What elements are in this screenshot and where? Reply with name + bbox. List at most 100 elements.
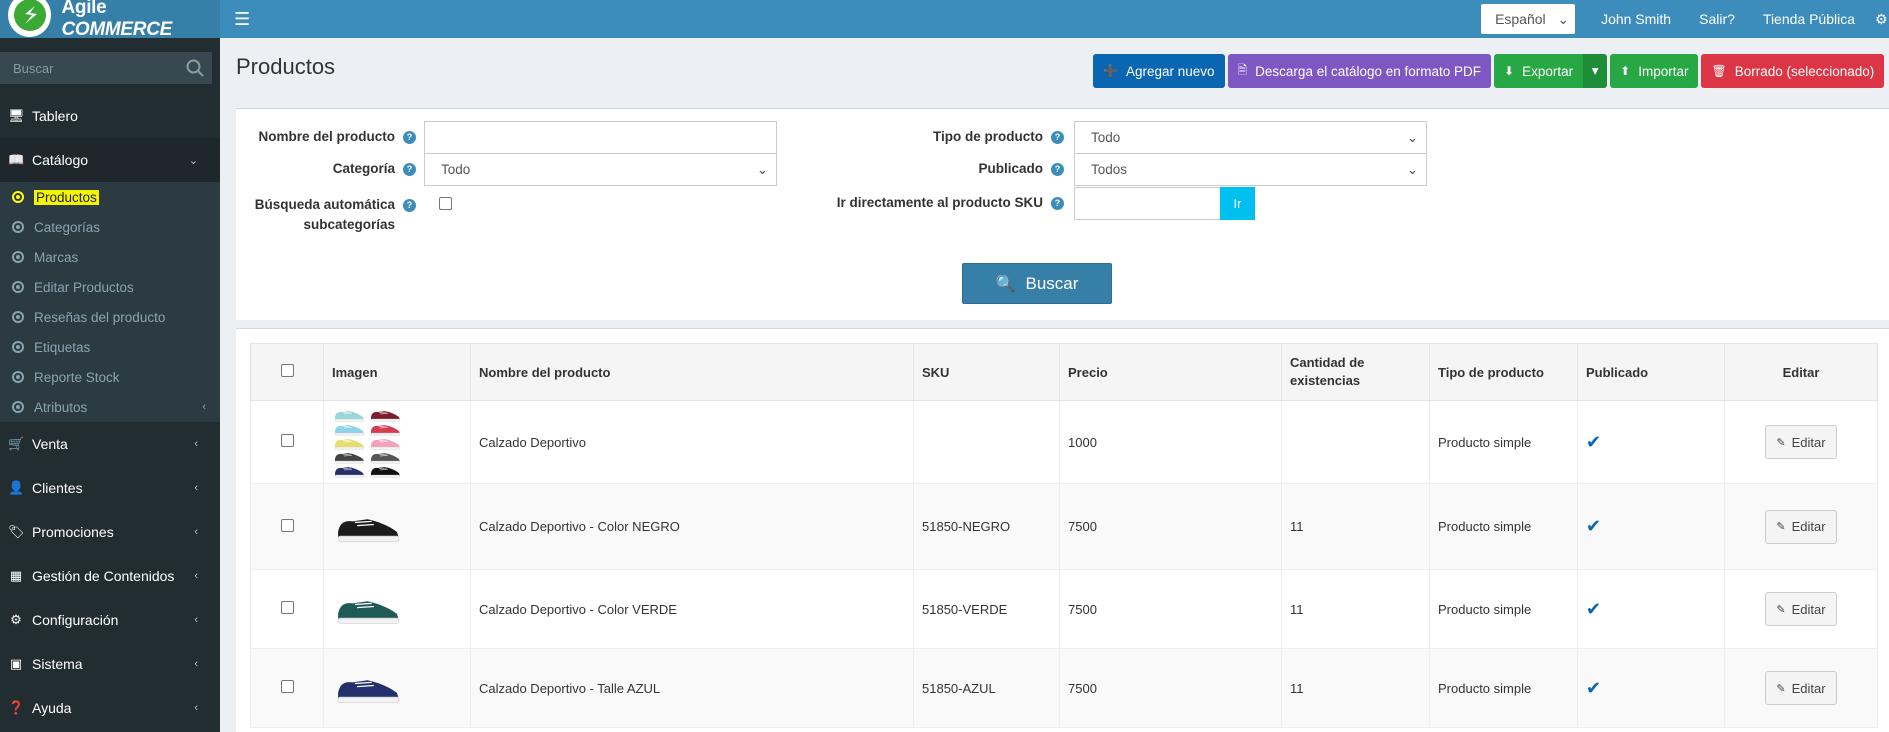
help-icon[interactable]: ? (403, 198, 416, 212)
header-price[interactable]: Precio (1059, 343, 1282, 401)
table-header-row: Imagen Nombre del producto SKU Precio Ca… (250, 343, 1878, 401)
table-row: Calzado Deportivo - Color VERDE 51850-VER… (250, 569, 1878, 649)
delete-selected-button[interactable]: 🗑 Borrado (seleccionado) (1701, 54, 1885, 88)
sidebar-item-clientes[interactable]: 👤 Clientes ‹ (0, 466, 220, 510)
sidebar-subitem-resenas[interactable]: Reseñas del producto (0, 302, 220, 332)
sidebar-subitem-label: Reporte Stock (34, 369, 120, 385)
logout-link[interactable]: Salir? (1699, 11, 1735, 27)
published-label: Publicado? (876, 161, 1064, 176)
button-label: Editar (1791, 519, 1826, 534)
sidebar-subitem-atributos[interactable]: Atributos ‹ (0, 392, 220, 422)
edit-button[interactable]: ✎ Editar (1765, 592, 1837, 626)
sidebar-item-label: Gestión de Contenidos (32, 568, 175, 584)
button-label: Editar (1791, 601, 1826, 617)
help-icon[interactable]: ? (403, 162, 416, 176)
button-label: Exportar (1522, 63, 1574, 79)
edit-button[interactable]: ✎ Editar (1765, 509, 1837, 544)
search-icon[interactable] (186, 59, 204, 77)
auto-search-subcategories-checkbox[interactable] (439, 197, 452, 210)
product-name-cell: Calzado Deportivo - Talle AZUL (470, 648, 914, 728)
sidebar-subitem-label: Editar Productos (34, 279, 134, 295)
user-icon: 👤 (8, 480, 25, 495)
sidebar-item-tablero[interactable]: 🖥 Tablero (0, 94, 220, 138)
search-button[interactable]: 🔍 Buscar (962, 263, 1112, 304)
sidebar-item-label: Venta (32, 436, 68, 452)
add-new-button[interactable]: ➕ Agregar nuevo (1093, 54, 1225, 88)
header-name[interactable]: Nombre del producto (470, 343, 914, 401)
row-select-checkbox[interactable] (280, 518, 294, 532)
category-select[interactable]: Todo ⌄ (424, 153, 777, 186)
header-published[interactable]: Publicado (1577, 343, 1725, 401)
chevron-down-icon: ⌄ (1557, 10, 1570, 27)
row-select-checkbox[interactable] (280, 434, 294, 447)
price-cell: 7500 (1059, 648, 1282, 728)
page-title: Productos (236, 54, 336, 79)
product-thumbnail[interactable] (332, 652, 404, 724)
product-thumbnail[interactable] (332, 573, 404, 645)
sidebar-subitem-reporte-stock[interactable]: Reporte Stock (0, 362, 220, 392)
sidebar-subitem-label: Productos (34, 189, 99, 205)
edit-cell: ✎ Editar (1724, 483, 1878, 570)
caret-down-icon: ▾ (1591, 63, 1599, 78)
help-icon[interactable]: ? (1051, 130, 1064, 144)
product-thumbnail[interactable] (332, 406, 404, 478)
user-menu[interactable]: John Smith (1601, 11, 1672, 27)
edit-button[interactable]: ✎ Editar (1765, 425, 1837, 459)
export-button[interactable]: ⬇ Exportar (1494, 54, 1584, 88)
header-sku[interactable]: SKU (913, 343, 1060, 401)
product-name-label: Nombre del producto? (236, 129, 416, 144)
product-type-cell: Producto simple (1429, 400, 1578, 484)
header-stock[interactable]: Cantidad de existencias (1281, 343, 1430, 401)
pencil-icon: ✎ (1776, 436, 1786, 449)
sidebar-search-input[interactable]: Buscar (0, 52, 212, 84)
public-store-link[interactable]: Tienda Pública (1762, 11, 1855, 27)
download-pdf-button[interactable]: 🗎 Descarga el catálogo en formato PDF (1227, 54, 1492, 88)
product-name-input[interactable] (424, 121, 777, 154)
export-split-button: ⬇ Exportar ▾ (1494, 54, 1608, 88)
chevron-left-icon: ‹ (194, 526, 198, 538)
product-type-select[interactable]: Todo ⌄ (1074, 121, 1427, 154)
row-select-checkbox[interactable] (280, 680, 294, 693)
sidebar-item-ayuda[interactable]: ❓ Ayuda ‹ (0, 686, 220, 730)
settings-gear-icon[interactable]: ⚙ (1875, 10, 1888, 27)
help-icon[interactable]: ? (1051, 162, 1064, 176)
row-select-checkbox[interactable] (280, 601, 294, 614)
sidebar-subitem-productos[interactable]: Productos (0, 182, 220, 212)
product-type-cell: Producto simple (1429, 483, 1578, 570)
price-cell: 1000 (1059, 400, 1282, 484)
help-icon[interactable]: ? (1051, 196, 1064, 210)
sidebar-item-venta[interactable]: 🛒 Venta ‹ (0, 422, 220, 466)
stock-cell: 11 (1281, 648, 1430, 728)
product-thumbnail[interactable] (332, 491, 404, 563)
sidebar-subitem-categorias[interactable]: Categorías (0, 212, 220, 242)
goto-sku-input[interactable] (1074, 187, 1222, 220)
pencil-icon: ✎ (1776, 603, 1786, 616)
help-icon[interactable]: ? (403, 130, 416, 144)
chevron-left-icon: ‹ (194, 570, 198, 582)
edit-button[interactable]: ✎ Editar (1765, 671, 1837, 705)
export-dropdown-toggle[interactable]: ▾ (1583, 54, 1608, 88)
table-row: Calzado Deportivo - Color NEGRO 51850-NEG… (250, 483, 1878, 570)
language-select[interactable]: Español ⌄ (1481, 4, 1576, 34)
brand[interactable]: Agile COMMERCE (0, 0, 220, 40)
published-select[interactable]: Todos ⌄ (1074, 153, 1427, 186)
sidebar-subitem-etiquetas[interactable]: Etiquetas (0, 332, 220, 362)
sidebar-item-sistema[interactable]: ▣ Sistema ‹ (0, 642, 220, 686)
select-all-checkbox[interactable] (280, 364, 294, 377)
menu-toggle-icon[interactable]: ☰ (234, 8, 251, 29)
sidebar-item-catalogo[interactable]: 📖 Catálogo ⌄ (0, 138, 220, 182)
import-button[interactable]: ⬆ Importar (1610, 54, 1699, 88)
plus-square-icon: ➕ (1103, 64, 1118, 78)
chevron-down-icon: ⌄ (188, 154, 198, 167)
sku-cell: 51850-AZUL (913, 648, 1060, 728)
sidebar-item-promociones[interactable]: 🏷 Promociones ‹ (0, 510, 220, 554)
header-type[interactable]: Tipo de producto (1429, 343, 1578, 401)
goto-sku-button[interactable]: Ir (1220, 187, 1255, 220)
image-cell (323, 648, 471, 728)
sidebar-item-configuracion[interactable]: ⚙ Configuración ‹ (0, 598, 220, 642)
sidebar-item-gestion-contenidos[interactable]: ▦ Gestión de Contenidos ‹ (0, 554, 220, 598)
header-image[interactable]: Imagen (323, 343, 471, 401)
auto-search-subcategories-label: Búsqueda automática? subcategorías (236, 195, 416, 235)
sidebar-subitem-marcas[interactable]: Marcas (0, 242, 220, 272)
sidebar-subitem-editar-productos[interactable]: Editar Productos (0, 272, 220, 302)
